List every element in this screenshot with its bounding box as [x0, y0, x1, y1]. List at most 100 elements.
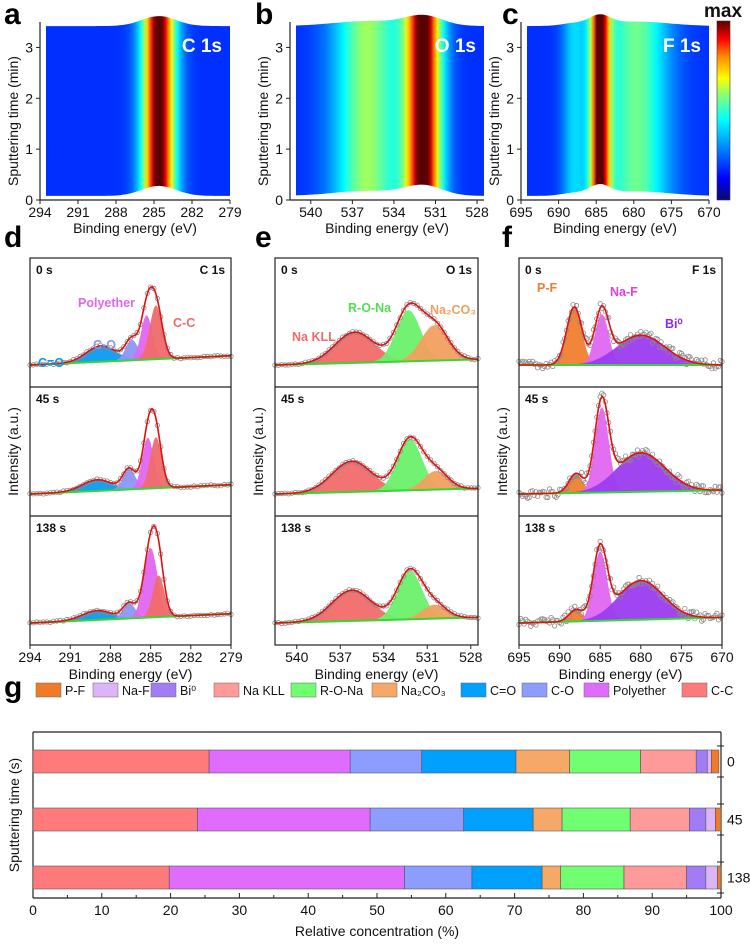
legend-swatch: [521, 682, 548, 698]
data-point: [411, 435, 417, 441]
y-tick-label: 0: [275, 192, 283, 208]
data-point: [316, 611, 322, 617]
x-tick-label: 285: [139, 649, 163, 665]
x-tick-label: 534: [372, 649, 396, 665]
fit-envelope: [29, 286, 232, 366]
x-tick-label: 291: [66, 204, 90, 220]
x-tick-label: 690: [547, 204, 571, 220]
data-point: [326, 473, 332, 479]
heatmap-surface: [296, 14, 484, 196]
x-tick-label: 685: [585, 204, 609, 220]
data-point: [360, 463, 366, 469]
data-point: [134, 597, 140, 604]
legend-swatch: [35, 682, 62, 698]
spectrum-138-s: 138 s: [272, 521, 481, 627]
data-point: [367, 597, 373, 603]
data-point: [438, 601, 444, 608]
data-point: [438, 324, 444, 330]
component-peak-c-o: [30, 479, 231, 494]
x-tick-label: 90: [644, 902, 660, 918]
data-point: [134, 329, 140, 336]
data-point: [417, 575, 424, 582]
data-point: [578, 469, 585, 476]
spectrum-0-s: 0 s: [272, 263, 481, 368]
fit-envelope: [274, 302, 478, 366]
legend-swatch: [681, 682, 708, 698]
bar-segment-na2co3: [515, 749, 570, 774]
bar-segment-bi0: [689, 807, 707, 832]
data-point: [397, 579, 403, 586]
background-line: [274, 358, 479, 366]
bar-segment-p-f: [715, 807, 722, 832]
component-peak-na-kll: [275, 332, 478, 365]
y-tick-label: 3: [25, 39, 33, 55]
spectra-panel-d: 0 s 45 s 138 s C 1s 294 291 288 285 282 279 Bindin…: [5, 257, 243, 682]
data-point: [421, 581, 427, 587]
x-tick-label: 540: [299, 204, 323, 220]
data-point: [414, 438, 420, 444]
x-tick-label: 50: [369, 902, 385, 918]
panel-label-g: g: [4, 671, 22, 704]
fit-envelope: [519, 304, 722, 366]
sputter-time-label: 138 s: [281, 521, 311, 535]
legend-item: C-C: [681, 682, 733, 698]
data-point: [668, 474, 674, 480]
component-peak-na2co3: [275, 471, 478, 494]
legend-item: R-O-Na: [290, 682, 363, 698]
panel-label-c: c: [502, 0, 519, 31]
legend-item: P-F: [35, 682, 86, 698]
component-peak-bi0: [519, 335, 722, 365]
data-point: [551, 623, 558, 629]
data-point: [663, 469, 669, 476]
data-point: [333, 341, 339, 347]
data-point: [121, 344, 127, 350]
sputter-time-label: 138 s: [525, 521, 555, 535]
legend-label: Bi⁰: [180, 684, 196, 698]
data-point: [656, 344, 663, 350]
x-tick-label: 690: [548, 649, 572, 665]
component-peak-c-o: [30, 345, 231, 365]
data-point: [438, 468, 444, 474]
category-label: 45: [727, 812, 743, 828]
colorbar: max: [704, 1, 742, 201]
data-point: [455, 482, 461, 488]
data-point: [427, 591, 434, 598]
legend-item: C=O: [460, 682, 516, 698]
plot-frame: [274, 257, 479, 646]
data-point: [336, 465, 342, 471]
data-point: [627, 457, 634, 463]
bar-row-45: 45: [32, 803, 743, 836]
bar-segment-polyether: [208, 749, 351, 774]
y-tick-label: 1: [506, 141, 514, 157]
data-point: [621, 342, 627, 348]
legend-swatch: [150, 682, 177, 698]
y-tick-label: 2: [25, 90, 33, 106]
data-point: [400, 573, 407, 579]
data-point: [117, 608, 124, 614]
fit-envelope: [519, 395, 722, 495]
legend-item: Na KLL: [213, 682, 285, 698]
x-axis-label: Binding energy (eV): [325, 220, 449, 236]
data-point: [424, 453, 430, 459]
data-point: [451, 345, 457, 351]
legend-swatch: [371, 682, 398, 698]
x-tick-label: 285: [142, 204, 166, 220]
x-tick-label: 675: [670, 649, 694, 665]
data-point: [699, 483, 705, 489]
data-point: [316, 355, 322, 361]
core-level-label: O 1s: [435, 36, 476, 57]
data-point: [424, 586, 430, 592]
data-point: [565, 480, 571, 486]
data-point: [709, 366, 715, 372]
data-point: [434, 597, 440, 604]
fit-envelope: [29, 407, 232, 495]
bar-segment-c-o: [471, 865, 543, 890]
data-point: [693, 609, 700, 615]
category-label: 138: [727, 870, 750, 886]
data-point: [585, 341, 592, 347]
x-tick-label: 279: [219, 649, 243, 665]
data-point: [523, 359, 529, 365]
data-point: [151, 523, 157, 529]
bar-segment-c-o: [404, 865, 473, 890]
bar-segment-c-o: [369, 807, 464, 832]
